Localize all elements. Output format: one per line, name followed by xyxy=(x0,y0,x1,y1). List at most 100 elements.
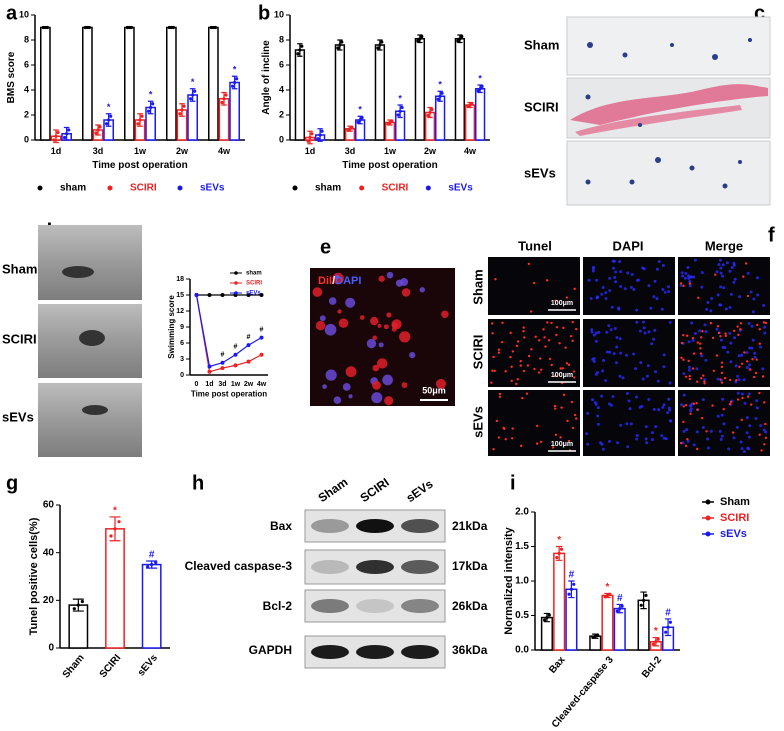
scale-label: 100μm xyxy=(551,441,573,448)
nucleus xyxy=(597,330,601,334)
nucleus xyxy=(718,429,722,433)
point xyxy=(246,343,251,348)
nucleus xyxy=(590,328,594,332)
bar xyxy=(464,104,476,141)
row-label: Sham xyxy=(2,261,37,276)
nucleus xyxy=(753,355,757,359)
data-point xyxy=(567,592,571,596)
legend-marker xyxy=(425,185,431,191)
tunel-signal xyxy=(497,351,501,354)
tunel-signal xyxy=(731,431,735,434)
scale-label: 50μm xyxy=(422,385,446,395)
nucleus xyxy=(689,275,693,279)
y-tick-label: 4 xyxy=(279,84,284,94)
significance: * xyxy=(149,90,153,100)
cell xyxy=(395,279,404,287)
tunel-signal xyxy=(696,408,699,411)
data-point xyxy=(338,43,342,47)
tunel-signal xyxy=(545,279,549,282)
line xyxy=(195,294,262,368)
band xyxy=(311,599,349,613)
nucleus xyxy=(759,424,763,428)
nucleus xyxy=(739,440,743,444)
point xyxy=(246,293,251,297)
panel-label: b xyxy=(258,2,270,24)
significance: * xyxy=(606,582,610,593)
tunel-signal xyxy=(573,376,576,379)
tunel-signal xyxy=(516,340,520,343)
nucleus xyxy=(740,392,744,396)
tunel-signal xyxy=(746,395,750,398)
nucleus xyxy=(688,279,692,283)
nucleus xyxy=(618,337,622,341)
tunel-signal xyxy=(736,398,740,401)
bar xyxy=(414,38,426,141)
tunel-signal xyxy=(498,392,502,396)
cell xyxy=(333,396,342,404)
tunel-signal xyxy=(534,335,537,338)
nucleus xyxy=(627,399,631,403)
nucleus xyxy=(740,353,744,357)
size-label: 17kDa xyxy=(452,559,488,573)
nucleus xyxy=(657,260,661,264)
tunel-signal xyxy=(492,447,495,451)
nucleus xyxy=(721,274,725,278)
nucleus xyxy=(638,329,642,333)
data-point xyxy=(458,37,462,41)
tunel-signal xyxy=(680,341,684,345)
x-tick-label: 1w xyxy=(231,381,241,388)
data-point xyxy=(615,609,619,613)
nucleus xyxy=(733,277,737,281)
tunel-signal xyxy=(554,407,557,410)
cell xyxy=(359,315,365,320)
cell xyxy=(322,384,327,389)
x-tick-label: 1w xyxy=(384,146,397,156)
data-point xyxy=(213,25,218,30)
data-point xyxy=(94,131,98,135)
tunel-signal xyxy=(511,427,514,430)
data-point xyxy=(87,25,92,30)
micrograph xyxy=(488,390,580,456)
nucleus xyxy=(612,352,616,356)
cell xyxy=(370,316,379,326)
nucleus xyxy=(611,395,615,399)
nucleus xyxy=(601,447,605,451)
cell xyxy=(337,309,342,314)
nucleus xyxy=(721,263,725,267)
legend-label: sham xyxy=(60,183,86,194)
legend-label: SCIRI xyxy=(246,281,262,287)
data-point xyxy=(603,595,607,599)
nucleus xyxy=(753,351,757,355)
nucleus xyxy=(594,339,598,343)
nucleus xyxy=(724,307,728,311)
band xyxy=(311,519,349,533)
nucleus xyxy=(709,429,713,433)
band xyxy=(356,560,394,574)
data-point xyxy=(350,125,354,129)
tunel-signal xyxy=(740,418,743,422)
data-point xyxy=(656,637,660,641)
nucleus xyxy=(732,436,736,440)
nucleus xyxy=(594,402,598,406)
nucleus xyxy=(750,346,754,350)
stain-label: DiI/DAPI xyxy=(318,275,361,287)
tunel-signal xyxy=(522,369,526,373)
x-tick-label: 2w xyxy=(176,146,189,156)
tunel-signal xyxy=(691,336,695,340)
data-point xyxy=(542,618,547,622)
data-point xyxy=(596,633,600,637)
tunel-signal xyxy=(741,396,744,400)
data-point xyxy=(620,604,624,608)
protein-label: Bax xyxy=(270,519,292,533)
tunel-signal xyxy=(736,325,739,328)
nucleus xyxy=(667,290,671,294)
data-point xyxy=(220,100,224,105)
tunel-signal xyxy=(522,330,525,333)
tunel-signal xyxy=(553,374,557,378)
tunel-images: Tunel DAPI Merge Sham SCIRI sEVs 100μm 10… xyxy=(470,238,770,456)
tunel-signal xyxy=(695,447,699,451)
histology-images: Sham SCIRI sEVs xyxy=(524,16,771,206)
tunel-signal xyxy=(539,368,543,371)
data-point xyxy=(356,120,360,124)
data-point xyxy=(306,139,310,143)
